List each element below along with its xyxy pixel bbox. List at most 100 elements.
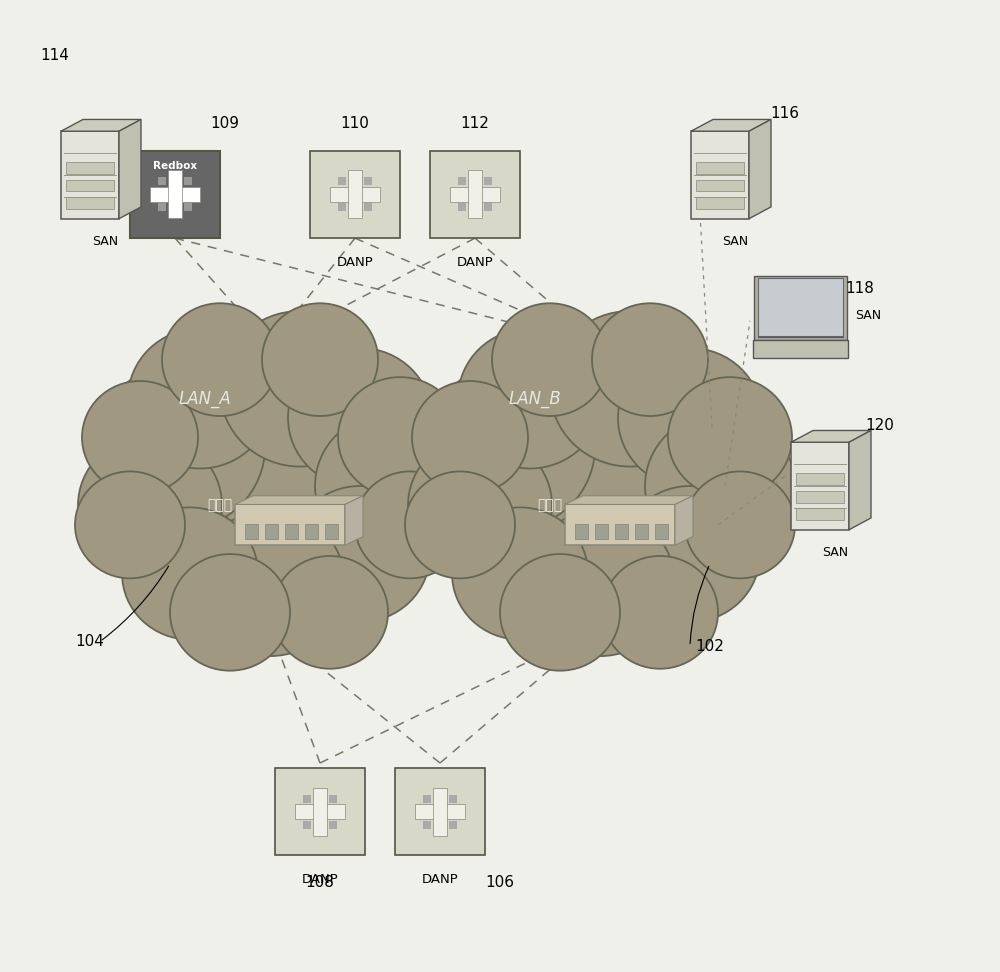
FancyBboxPatch shape bbox=[364, 178, 372, 186]
Circle shape bbox=[592, 303, 708, 416]
Text: 112: 112 bbox=[461, 117, 489, 131]
Text: DANP: DANP bbox=[422, 873, 458, 885]
Circle shape bbox=[122, 507, 258, 640]
FancyBboxPatch shape bbox=[184, 178, 192, 186]
Polygon shape bbox=[61, 120, 141, 131]
Text: 106: 106 bbox=[486, 875, 514, 889]
FancyBboxPatch shape bbox=[758, 278, 842, 336]
FancyBboxPatch shape bbox=[338, 178, 346, 186]
FancyBboxPatch shape bbox=[158, 178, 166, 186]
FancyBboxPatch shape bbox=[796, 491, 844, 503]
Text: 102: 102 bbox=[695, 639, 724, 654]
FancyBboxPatch shape bbox=[791, 442, 849, 530]
Circle shape bbox=[95, 364, 265, 530]
Polygon shape bbox=[791, 431, 871, 442]
FancyBboxPatch shape bbox=[415, 805, 465, 818]
FancyBboxPatch shape bbox=[655, 524, 668, 539]
FancyBboxPatch shape bbox=[615, 524, 628, 539]
Text: 交换机: 交换机 bbox=[537, 499, 563, 512]
FancyBboxPatch shape bbox=[364, 203, 372, 211]
Circle shape bbox=[685, 471, 795, 578]
Circle shape bbox=[290, 486, 430, 622]
FancyBboxPatch shape bbox=[484, 178, 492, 186]
Text: 114: 114 bbox=[40, 49, 69, 63]
FancyBboxPatch shape bbox=[158, 203, 166, 211]
Circle shape bbox=[272, 556, 388, 669]
FancyBboxPatch shape bbox=[275, 768, 365, 855]
Polygon shape bbox=[119, 120, 141, 219]
Circle shape bbox=[170, 554, 290, 671]
Circle shape bbox=[425, 364, 595, 530]
Text: SAN: SAN bbox=[855, 309, 881, 323]
FancyBboxPatch shape bbox=[423, 795, 431, 803]
FancyBboxPatch shape bbox=[184, 203, 192, 211]
Circle shape bbox=[602, 556, 718, 669]
Polygon shape bbox=[565, 496, 693, 504]
Circle shape bbox=[355, 471, 465, 578]
FancyBboxPatch shape bbox=[754, 276, 846, 340]
Circle shape bbox=[162, 303, 278, 416]
FancyBboxPatch shape bbox=[330, 188, 380, 201]
Circle shape bbox=[618, 348, 762, 488]
Text: 118: 118 bbox=[845, 282, 874, 296]
FancyBboxPatch shape bbox=[458, 178, 466, 186]
FancyBboxPatch shape bbox=[313, 787, 327, 836]
Circle shape bbox=[288, 348, 432, 488]
FancyBboxPatch shape bbox=[338, 203, 346, 211]
Circle shape bbox=[70, 166, 78, 174]
FancyBboxPatch shape bbox=[635, 524, 648, 539]
FancyBboxPatch shape bbox=[168, 170, 182, 219]
FancyBboxPatch shape bbox=[329, 820, 337, 828]
FancyBboxPatch shape bbox=[329, 795, 337, 803]
Circle shape bbox=[338, 377, 462, 498]
Circle shape bbox=[408, 435, 552, 575]
FancyBboxPatch shape bbox=[430, 151, 520, 238]
Circle shape bbox=[525, 510, 675, 656]
Circle shape bbox=[220, 311, 380, 467]
FancyBboxPatch shape bbox=[565, 504, 675, 545]
Circle shape bbox=[550, 311, 710, 467]
FancyBboxPatch shape bbox=[449, 795, 457, 803]
FancyBboxPatch shape bbox=[61, 131, 119, 219]
FancyBboxPatch shape bbox=[696, 197, 744, 209]
Polygon shape bbox=[345, 496, 363, 545]
Circle shape bbox=[315, 413, 465, 559]
FancyBboxPatch shape bbox=[265, 524, 278, 539]
FancyBboxPatch shape bbox=[449, 820, 457, 828]
FancyBboxPatch shape bbox=[66, 197, 114, 209]
Polygon shape bbox=[235, 496, 363, 504]
Circle shape bbox=[405, 471, 515, 578]
Text: 120: 120 bbox=[865, 418, 894, 433]
Text: 104: 104 bbox=[75, 634, 104, 649]
FancyBboxPatch shape bbox=[66, 162, 114, 174]
Text: DANP: DANP bbox=[337, 256, 373, 268]
Text: 交换机: 交换机 bbox=[207, 499, 233, 512]
Circle shape bbox=[668, 377, 792, 498]
FancyBboxPatch shape bbox=[348, 170, 362, 219]
Polygon shape bbox=[849, 431, 871, 530]
FancyBboxPatch shape bbox=[575, 524, 588, 539]
Text: DANP: DANP bbox=[302, 873, 338, 885]
Circle shape bbox=[500, 554, 620, 671]
FancyBboxPatch shape bbox=[245, 524, 258, 539]
Circle shape bbox=[128, 329, 272, 469]
Circle shape bbox=[800, 477, 808, 485]
FancyBboxPatch shape bbox=[796, 473, 844, 485]
Text: SAN: SAN bbox=[92, 235, 118, 248]
FancyBboxPatch shape bbox=[310, 151, 400, 238]
Circle shape bbox=[195, 510, 345, 656]
FancyBboxPatch shape bbox=[796, 508, 844, 520]
Text: 116: 116 bbox=[770, 107, 799, 122]
Circle shape bbox=[78, 435, 222, 575]
FancyBboxPatch shape bbox=[130, 151, 220, 238]
Text: LAN_B: LAN_B bbox=[509, 390, 561, 407]
Circle shape bbox=[75, 471, 185, 578]
FancyBboxPatch shape bbox=[433, 787, 447, 836]
Text: Redbox: Redbox bbox=[153, 161, 197, 171]
FancyBboxPatch shape bbox=[285, 524, 298, 539]
FancyBboxPatch shape bbox=[595, 524, 608, 539]
FancyBboxPatch shape bbox=[303, 795, 311, 803]
Text: SAN: SAN bbox=[822, 546, 848, 559]
Circle shape bbox=[620, 486, 760, 622]
FancyBboxPatch shape bbox=[450, 188, 500, 201]
